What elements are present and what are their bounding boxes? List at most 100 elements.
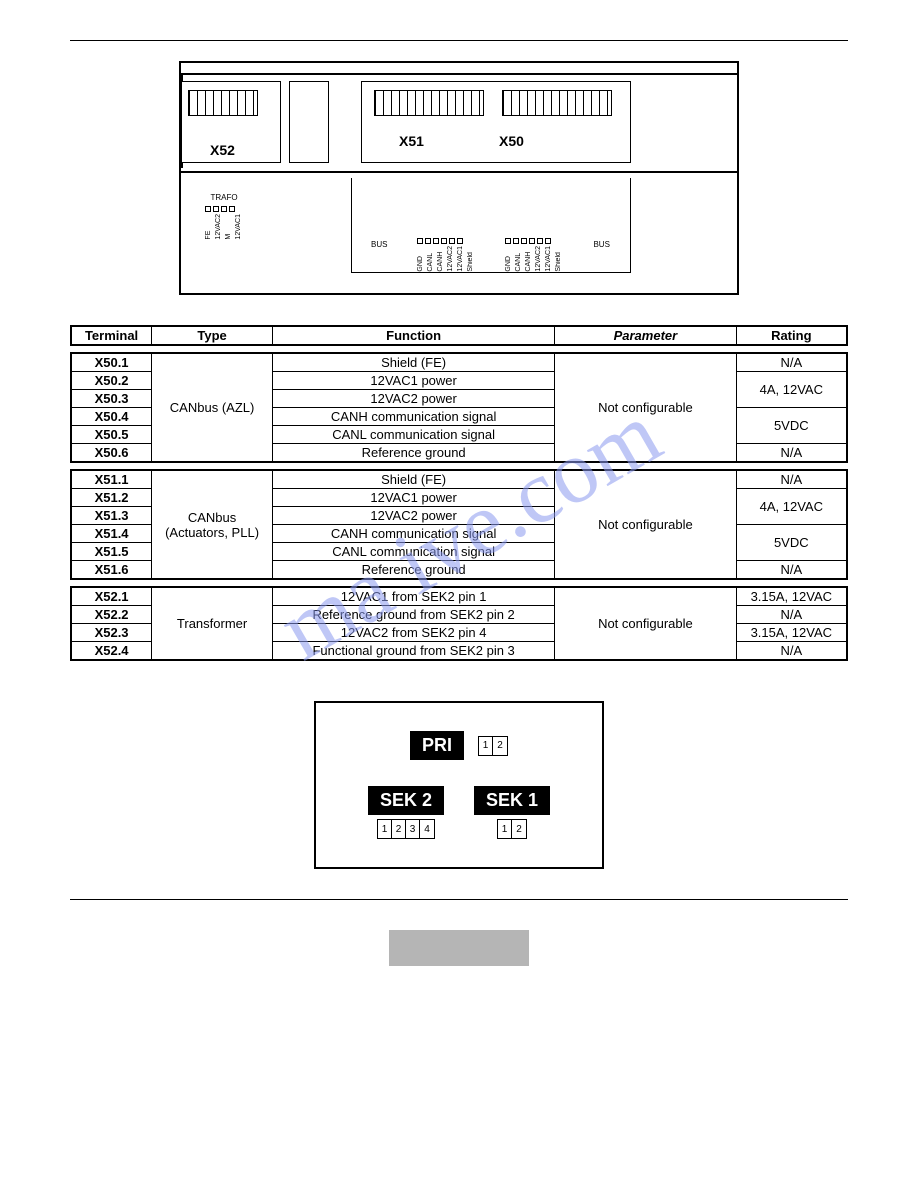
connector-diagram: X52 X51 X50 TRAFO FE 12VAC2	[179, 61, 739, 295]
cell-function: 12VAC2 power	[273, 507, 555, 525]
cell-rating: N/A	[736, 606, 847, 624]
cell-terminal: X52.3	[71, 624, 152, 642]
bus-pin-label: 12VAC1	[457, 246, 465, 272]
cell-function: CANL communication signal	[273, 543, 555, 561]
table-row: X52.1Transformer12VAC1 from SEK2 pin 1No…	[71, 587, 847, 606]
th-function: Function	[273, 326, 555, 345]
pri-chip: PRI	[410, 731, 464, 760]
cell-function: 12VAC1 from SEK2 pin 1	[273, 587, 555, 606]
label-x52: X52	[210, 142, 235, 158]
cell-terminal: X51.1	[71, 470, 152, 489]
cell-rating: N/A	[736, 444, 847, 463]
cell-terminal: X51.6	[71, 561, 152, 580]
cell-rating: N/A	[736, 353, 847, 372]
bus-label-left: BUS	[371, 238, 387, 249]
cell-terminal: X52.1	[71, 587, 152, 606]
cell-terminal: X52.4	[71, 642, 152, 661]
pri-pins: 1 2	[478, 736, 508, 756]
sek1-pins: 1 2	[497, 819, 527, 839]
bus-pin-label: 12VAC1	[545, 246, 553, 272]
cell-type: CANbus (Actuators, PLL)	[152, 470, 273, 579]
cell-terminal: X50.5	[71, 426, 152, 444]
bus-pin-label: 12VAC2	[447, 246, 455, 272]
block-x51x50	[361, 81, 631, 163]
cell-terminal: X50.1	[71, 353, 152, 372]
cell-function: Reference ground	[273, 561, 555, 580]
cell-function: 12VAC2 power	[273, 390, 555, 408]
cell-terminal: X50.3	[71, 390, 152, 408]
sek2-pins: 1 2 3 4	[377, 819, 435, 839]
cell-terminal: X51.2	[71, 489, 152, 507]
trafo-pin-label: 12VAC1	[235, 214, 243, 240]
cell-rating: N/A	[736, 470, 847, 489]
sek2-chip: SEK 2	[368, 786, 444, 815]
pin-label: 3	[406, 820, 420, 838]
cell-rating: 3.15A, 12VAC	[736, 587, 847, 606]
cell-terminal: X51.3	[71, 507, 152, 525]
cell-function: CANH communication signal	[273, 525, 555, 543]
trafo-title: TRAFO	[205, 193, 243, 202]
cell-function: CANL communication signal	[273, 426, 555, 444]
cell-type: Transformer	[152, 587, 273, 660]
trafo-pin-label: 12VAC2	[215, 214, 223, 240]
bus-pin-label: GND	[417, 246, 425, 272]
cell-rating: 4A, 12VAC	[736, 489, 847, 525]
cell-terminal: X52.2	[71, 606, 152, 624]
bus-pin-label: Shield	[467, 246, 475, 272]
cell-function: 12VAC1 power	[273, 489, 555, 507]
cell-type: CANbus (AZL)	[152, 353, 273, 462]
th-rating: Rating	[736, 326, 847, 345]
trafo-pin-label: FE	[205, 214, 213, 240]
table-row: X51.1CANbus (Actuators, PLL)Shield (FE)N…	[71, 470, 847, 489]
bus-pinout: BUS GND CANL CANH 12VAC2 12VAC1 Shield	[371, 238, 610, 272]
table-row: X50.1CANbus (AZL)Shield (FE)Not configur…	[71, 353, 847, 372]
cell-parameter: Not configurable	[555, 470, 736, 579]
pin-label: 1	[498, 820, 512, 838]
pin-label: 4	[420, 820, 434, 838]
cell-rating: N/A	[736, 561, 847, 580]
rule-bottom	[70, 899, 848, 900]
th-parameter: Parameter	[555, 326, 736, 345]
connector-x52	[188, 90, 258, 116]
cell-function: Reference ground	[273, 444, 555, 463]
cell-parameter: Not configurable	[555, 353, 736, 462]
bus-group-b: GND CANL CANH 12VAC2 12VAC1 Shield	[505, 238, 563, 272]
cell-function: 12VAC2 from SEK2 pin 4	[273, 624, 555, 642]
cell-function: Functional ground from SEK2 pin 3	[273, 642, 555, 661]
cell-terminal: X50.2	[71, 372, 152, 390]
label-x50: X50	[499, 133, 524, 149]
terminal-table-group: X50.1CANbus (AZL)Shield (FE)Not configur…	[70, 352, 848, 463]
pin-label: 2	[493, 737, 507, 755]
bus-pin-label: GND	[505, 246, 513, 272]
cell-terminal: X51.5	[71, 543, 152, 561]
th-terminal: Terminal	[71, 326, 152, 345]
cell-rating: 4A, 12VAC	[736, 372, 847, 408]
th-type: Type	[152, 326, 273, 345]
cell-function: Shield (FE)	[273, 353, 555, 372]
cell-rating: 5VDC	[736, 408, 847, 444]
cell-rating: 5VDC	[736, 525, 847, 561]
label-x51: X51	[399, 133, 424, 149]
trafo-pinout: TRAFO FE 12VAC2 M 12VAC1	[205, 193, 243, 240]
pin-label: 2	[392, 820, 406, 838]
terminal-table-group: X52.1Transformer12VAC1 from SEK2 pin 1No…	[70, 586, 848, 661]
pin-label: 2	[512, 820, 526, 838]
cell-rating: 3.15A, 12VAC	[736, 624, 847, 642]
connector-x51	[374, 90, 484, 116]
cell-terminal: X50.6	[71, 444, 152, 463]
footer-placeholder	[389, 930, 529, 966]
bus-pin-label: Shield	[555, 246, 563, 272]
rule-top	[70, 40, 848, 41]
bus-group-a: GND CANL CANH 12VAC2 12VAC1 Shield	[417, 238, 475, 272]
cell-function: Reference ground from SEK2 pin 2	[273, 606, 555, 624]
pin-label: 1	[378, 820, 392, 838]
cell-function: 12VAC1 power	[273, 372, 555, 390]
bus-pin-label: CANL	[427, 246, 435, 272]
terminal-table-header: Terminal Type Function Parameter Rating	[70, 325, 848, 346]
block-gap	[289, 81, 329, 163]
bus-pin-label: 12VAC2	[535, 246, 543, 272]
bus-pin-label: CANL	[515, 246, 523, 272]
transformer-diagram: PRI 1 2 SEK 2 1 2 3 4 SEK 1	[314, 701, 604, 869]
cell-terminal: X50.4	[71, 408, 152, 426]
bus-pin-label: CANH	[525, 246, 533, 272]
